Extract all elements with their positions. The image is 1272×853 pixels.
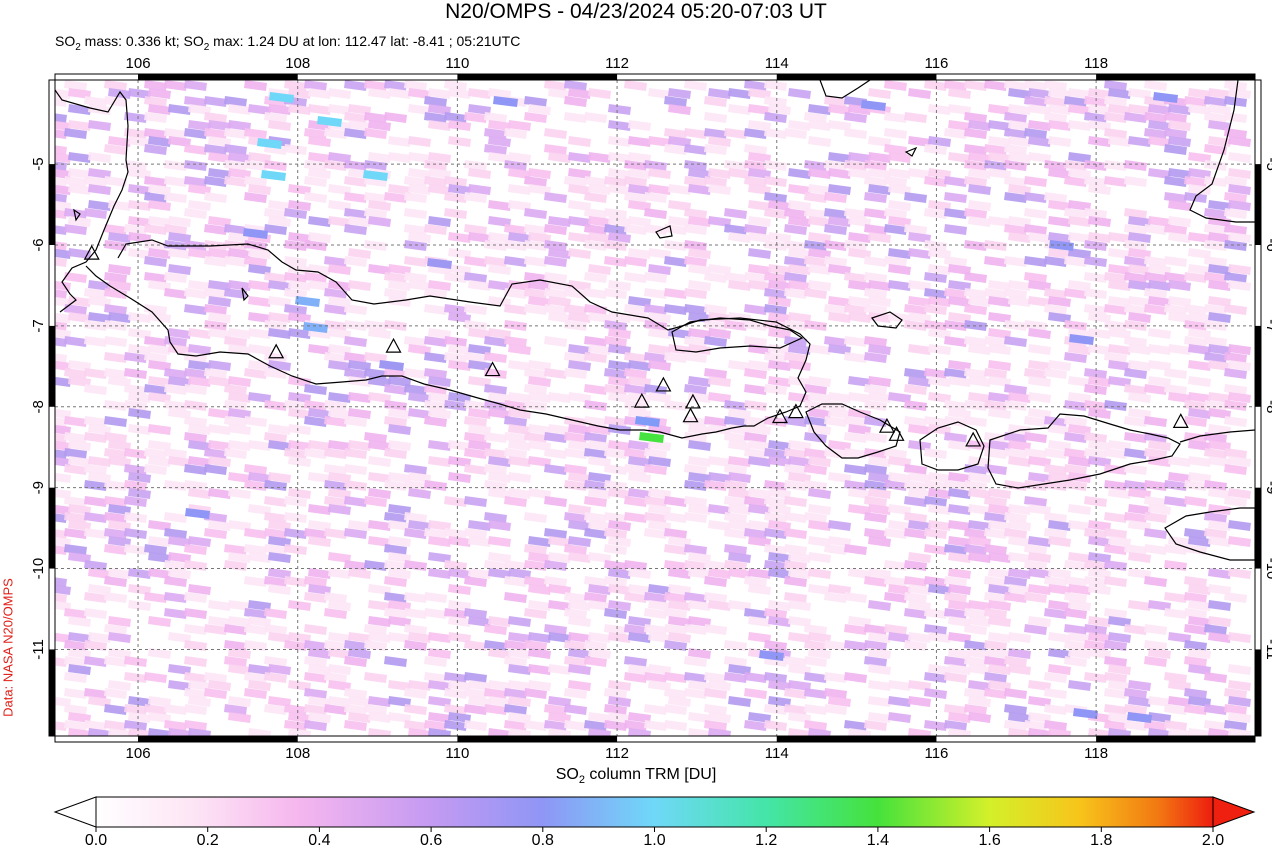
colorbar-tick-labels: 0.0 0.2 0.4 0.6 0.8 1.0 1.2 1.4 1.6 1.8 2.0 [0,832,1272,852]
lon-tick-label: 116 [924,55,948,72]
lat-tick-label: -5 [30,157,47,170]
colorbar-tick-label: 2.0 [1201,832,1225,849]
colorbar [53,796,1256,832]
lat-tick-label: -9 [30,481,47,494]
lon-tick-label: 112 [605,745,629,762]
lat-tick-label: -5 [1263,157,1272,170]
volcano-icon [268,343,285,359]
colorbar-label: SO2 column TRM [DU] [555,766,717,787]
colorbar-tick-label: 0.6 [419,832,443,849]
sumbawa-coast [987,413,1181,489]
lat-tick-label: -10 [30,558,47,580]
lon-tick-label: 116 [924,745,948,762]
colorbar-tick-label: 1.0 [643,832,666,849]
volcano-icon [888,426,905,441]
lon-tick-label: 118 [1084,745,1108,762]
lon-tick-label: 114 [765,55,789,72]
bali-coast [805,403,901,459]
colorbar-tick-label: 0.8 [531,832,554,849]
lat-tick-label: -11 [1263,639,1272,660]
colorbar-tick-label: 1.2 [755,832,778,849]
colorbar-gradient [95,796,1214,828]
volcano-icon [771,408,788,424]
volcano-icon [484,361,501,377]
colorbar-under-arrow [53,796,97,828]
map-frame [48,73,1262,743]
volcano-icon [1172,413,1189,428]
lat-tick-label: -10 [1263,558,1272,580]
sulawesi-coast [1189,80,1255,223]
lat-tick-label: -9 [1263,481,1272,494]
so2-summary: SO2 mass: 0.336 kt; SO2 max: 1.24 DU at … [55,33,521,53]
lon-tick-label: 114 [765,745,789,762]
colorbar-tick-label: 0.0 [84,832,108,849]
madura-coast [671,317,804,353]
lombok-coast [919,421,985,471]
axis-labels: 106 106 108 108 110 110 112 112 114 114 116 116 118 1… [30,55,1272,762]
volcano-icon [633,392,650,408]
volcano-icon [655,376,672,392]
volcano-icon [787,403,804,419]
colorbar-tick-label: 1.4 [866,832,890,849]
colorbar-tick-label: 1.8 [1090,832,1113,849]
java-coast [85,239,811,439]
coastlines [55,80,1255,561]
colorbar-tick-label: 1.6 [978,832,1001,849]
map-title: N20/OMPS - 04/23/2024 05:20-07:03 UT [445,0,827,23]
lat-tick-label: -8 [30,400,47,413]
lon-tick-label: 110 [445,55,469,72]
flores-coast [1179,429,1255,443]
lat-tick-label: -8 [1263,400,1272,413]
colorbar-tick-label: 0.2 [196,832,219,849]
volcano-icon [682,407,699,423]
volcano-markers [83,244,1189,447]
lon-tick-label: 118 [1084,55,1108,72]
kalimantan-coast [819,80,871,99]
lon-tick-label: 108 [285,745,310,762]
graticule [55,80,1255,736]
volcano-icon [83,244,100,260]
lat-tick-label: -7 [1263,319,1272,332]
lat-tick-label: -6 [1263,238,1272,251]
volcano-icon [965,431,982,447]
lat-tick-label: -11 [30,639,47,660]
sumba-coast [1164,507,1255,561]
lon-tick-label: 110 [445,745,469,762]
sumatra-coast [55,89,129,313]
colorbar-tick-label: 0.4 [308,832,331,849]
volcano-icon [878,417,895,433]
lon-tick-label: 108 [285,55,310,72]
lon-tick-label: 106 [126,745,151,762]
volcano-icon [385,337,402,353]
lon-tick-label: 106 [126,55,151,72]
lat-tick-label: -6 [30,238,47,251]
lat-tick-label: -7 [30,319,47,332]
so2-pixel-field [55,80,1251,736]
lon-tick-label: 112 [605,55,629,72]
colorbar-over-arrow [1212,796,1256,828]
volcano-icon [684,393,701,409]
